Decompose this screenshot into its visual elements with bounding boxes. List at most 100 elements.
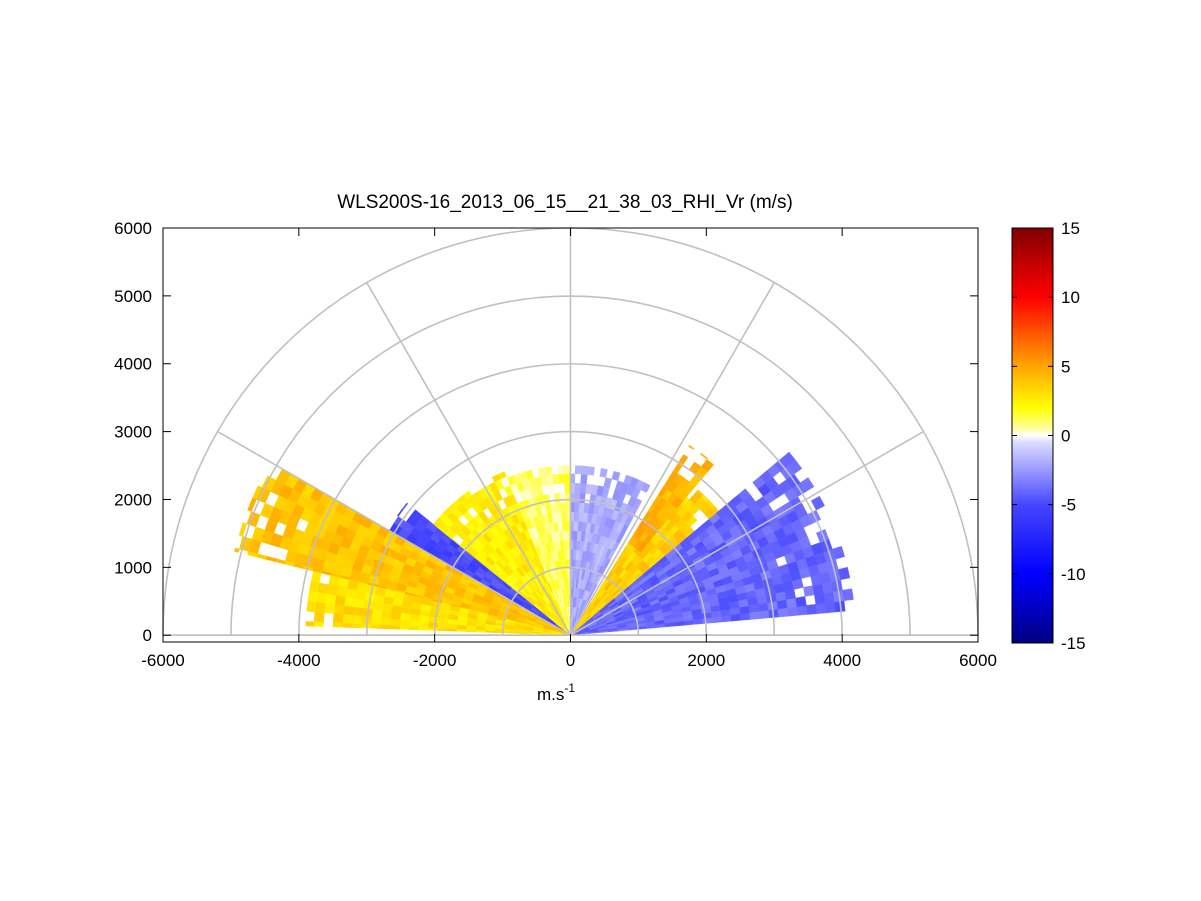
velocity-cell [484, 630, 495, 633]
colorbar-tick-label: 15 [1061, 219, 1080, 238]
velocity-cell [238, 522, 248, 537]
velocity-cell [371, 609, 383, 619]
velocity-cell [777, 607, 789, 618]
velocity-cell [391, 604, 402, 614]
velocity-cell [688, 445, 695, 450]
velocity-cell [559, 492, 566, 503]
velocity-cell [247, 497, 257, 512]
velocity-cell [699, 452, 709, 460]
velocity-cell [580, 473, 588, 485]
velocity-cell [345, 588, 357, 600]
velocity-cell [503, 631, 514, 634]
colorbar-tick-label: -5 [1061, 496, 1076, 515]
velocity-cell [342, 614, 353, 625]
y-tick-label: 4000 [114, 355, 152, 374]
x-tick-label: -4000 [277, 651, 320, 670]
velocity-cell [418, 621, 429, 629]
velocity-cell [427, 627, 438, 631]
velocity-cell [234, 547, 240, 553]
velocity-cell [560, 502, 567, 513]
velocity-cell [838, 566, 851, 581]
velocity-cell [314, 601, 326, 614]
velocity-cell [557, 473, 565, 484]
velocity-cell [623, 474, 633, 486]
y-tick-label: 6000 [114, 219, 152, 238]
colorbar-ticks: 15 10 5 0 -5 -10 -15 [1012, 219, 1086, 653]
velocity-cell [574, 465, 583, 475]
velocity-cell [465, 625, 477, 631]
chart-title: WLS200S-16_2013_06_15__21_38_03_RHI_Vr (… [337, 192, 793, 213]
velocity-cell [399, 626, 410, 630]
velocity-cell [351, 615, 363, 625]
velocity-cell [313, 621, 324, 627]
colorbar-tick-label: 0 [1061, 427, 1070, 446]
velocity-cell [695, 489, 704, 498]
velocity-cell [437, 622, 448, 629]
sector-left-far-orange [234, 468, 571, 636]
velocity-cell [475, 629, 486, 633]
velocity-cell [334, 595, 346, 607]
velocity-cell [506, 475, 516, 486]
colorbar-gradient [1011, 227, 1054, 644]
velocity-cell [465, 629, 476, 633]
colorbar-tick-label: -10 [1061, 565, 1086, 584]
velocity-cell [306, 600, 317, 613]
velocity-cell [325, 593, 337, 605]
x-axis-label: m.s-1 [537, 681, 575, 704]
velocity-cell [795, 596, 807, 607]
velocity-cell [491, 474, 501, 483]
velocity-cell [824, 601, 836, 614]
velocity-cell [343, 596, 356, 608]
x-axis-label-superscript: -1 [564, 681, 575, 695]
velocity-cell [810, 495, 825, 511]
velocity-cell [389, 618, 401, 627]
x-tick-label: -6000 [141, 651, 184, 670]
velocity-cell [758, 609, 770, 619]
velocity-cell [352, 606, 364, 617]
velocity-cell [564, 482, 571, 494]
velocity-cell [806, 604, 818, 615]
velocity-cell [380, 617, 391, 627]
y-tick-label: 1000 [114, 558, 152, 577]
velocity-cell [787, 606, 799, 617]
velocity-cell [815, 602, 827, 614]
velocity-cell [446, 628, 457, 632]
velocity-cell [796, 605, 808, 616]
velocity-cell [580, 465, 589, 475]
velocity-cell [418, 627, 429, 631]
sector-center-light-blue [570, 465, 651, 636]
x-tick-label: -2000 [413, 651, 456, 670]
velocity-cell [408, 620, 420, 628]
velocity-cell [370, 616, 382, 626]
y-tick-label: 5000 [114, 287, 152, 306]
velocity-cell [823, 591, 835, 604]
velocity-cell [437, 628, 448, 632]
velocity-cell [309, 580, 320, 593]
velocity-cell [305, 621, 315, 627]
velocity-cell [342, 623, 353, 628]
velocity-cell [396, 508, 404, 517]
velocity-cell [427, 622, 439, 629]
x-ticks: -6000 -4000 -2000 0 2000 4000 6000 [141, 228, 997, 670]
velocity-cell [418, 615, 430, 623]
x-tick-label: 4000 [823, 651, 861, 670]
velocity-cell [803, 585, 815, 597]
velocity-cell [573, 501, 580, 513]
colorbar-tick-label: 10 [1061, 288, 1080, 307]
velocity-cell [353, 598, 365, 609]
velocity-cell [832, 545, 845, 560]
velocity-cell [313, 611, 325, 623]
y-tick-label: 0 [143, 626, 152, 645]
velocity-cell [335, 586, 348, 598]
velocity-cell [572, 530, 578, 541]
velocity-cell [332, 622, 343, 628]
velocity-cell [380, 625, 391, 630]
velocity-cell [342, 605, 354, 616]
velocity-cell [390, 611, 402, 620]
velocity-cell [315, 592, 327, 604]
velocity-cell [324, 603, 336, 614]
velocity-cell [587, 466, 595, 476]
velocity-cell [564, 492, 571, 503]
x-tick-label: 6000 [959, 651, 997, 670]
